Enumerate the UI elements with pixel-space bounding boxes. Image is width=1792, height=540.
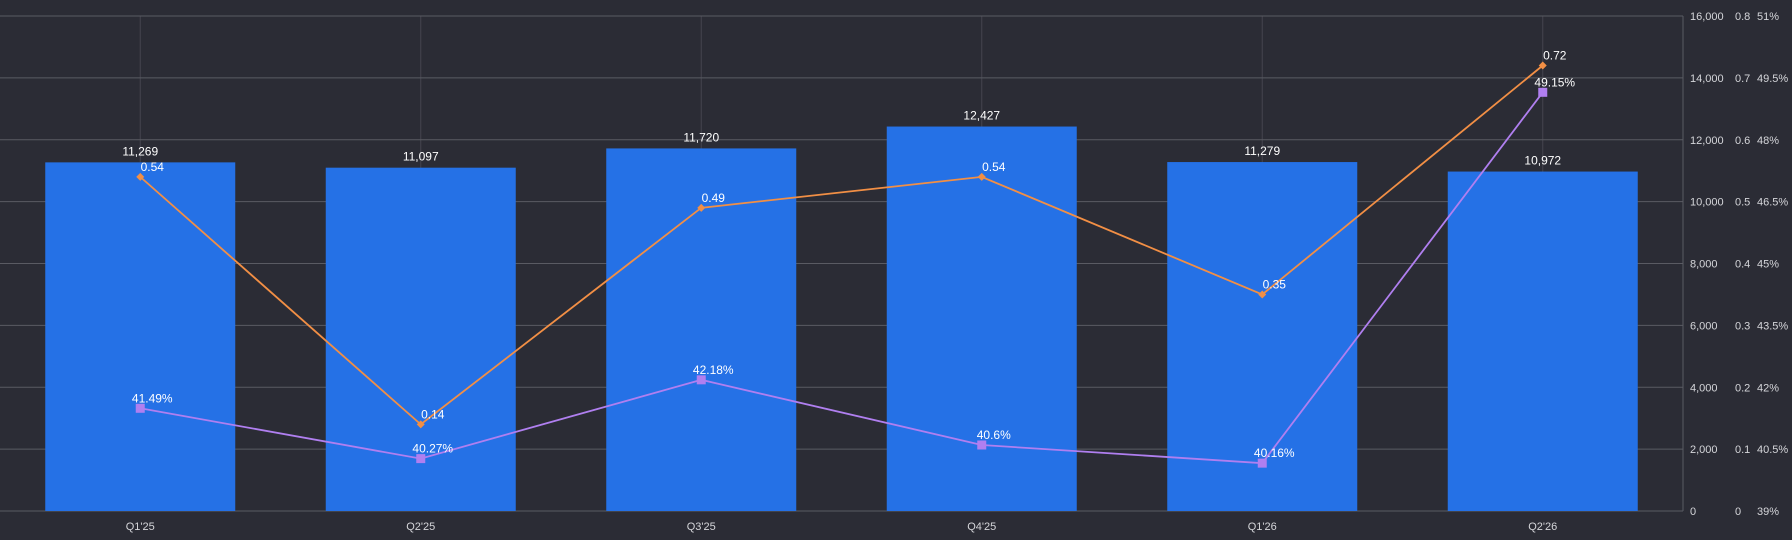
y-tick-label: 0.1 bbox=[1735, 444, 1750, 456]
y-tick-label: 16,000 bbox=[1690, 11, 1724, 23]
y-tick-label: 0.2 bbox=[1735, 382, 1750, 394]
x-tick-label: Q2'25 bbox=[406, 521, 435, 533]
data-label: 40.6% bbox=[977, 428, 1011, 442]
point bbox=[1258, 290, 1267, 299]
data-label: 0.49 bbox=[702, 191, 726, 205]
line-series bbox=[139, 64, 1544, 465]
point bbox=[416, 454, 426, 464]
point bbox=[1538, 87, 1548, 97]
axes: Q1'25 Q2'25 Q3'25 Q4'25 Q1'26 Q2'26 0 2,000 4,00… bbox=[126, 11, 1789, 533]
point bbox=[1538, 61, 1547, 70]
point bbox=[1257, 458, 1267, 468]
line-markers bbox=[135, 61, 1548, 468]
y-tick-label: 6,000 bbox=[1690, 320, 1718, 332]
point bbox=[977, 172, 986, 181]
y-tick-label: 0.8 bbox=[1735, 11, 1750, 23]
x-tick-label: Q1'26 bbox=[1248, 521, 1277, 533]
data-label: 0.54 bbox=[982, 160, 1006, 174]
data-labels: 11,269 11,097 11,720 12,427 11,279 10,972 0.54… bbox=[122, 49, 1575, 461]
x-tick-label: Q2'26 bbox=[1528, 521, 1557, 533]
data-label: 0.14 bbox=[421, 407, 445, 421]
y-tick-label: 0.7 bbox=[1735, 73, 1750, 85]
y-tick-label: 43.5% bbox=[1757, 320, 1788, 332]
y-tick-label: 14,000 bbox=[1690, 73, 1724, 85]
data-label: 12,427 bbox=[963, 109, 1000, 123]
data-label: 0.54 bbox=[141, 160, 165, 174]
data-label: 11,097 bbox=[403, 150, 439, 164]
y-tick-label: 12,000 bbox=[1690, 135, 1724, 147]
y-tick-label: 0.6 bbox=[1735, 135, 1750, 147]
data-label: 40.27% bbox=[412, 442, 453, 456]
y-tick-label: 8,000 bbox=[1690, 259, 1718, 271]
point bbox=[135, 403, 145, 413]
y-tick-label: 2,000 bbox=[1690, 444, 1718, 456]
bar bbox=[1447, 171, 1638, 511]
bar-series bbox=[45, 126, 1638, 512]
y-tick-label: 0 bbox=[1690, 506, 1696, 518]
point bbox=[697, 203, 706, 212]
point bbox=[416, 420, 425, 429]
data-label: 41.49% bbox=[132, 391, 173, 405]
y-tick-label: 0 bbox=[1735, 506, 1741, 518]
series-line bbox=[139, 64, 1544, 426]
y-tick-label: 45% bbox=[1757, 259, 1779, 271]
x-tick-label: Q4'25 bbox=[967, 521, 996, 533]
x-tick-label: Q1'25 bbox=[126, 521, 155, 533]
x-tick-label: Q3'25 bbox=[687, 521, 716, 533]
point bbox=[977, 440, 987, 450]
data-label: 0.72 bbox=[1543, 49, 1567, 63]
point bbox=[136, 172, 145, 181]
point bbox=[696, 375, 706, 385]
data-label: 0.35 bbox=[1263, 277, 1287, 291]
y-tick-label: 0.4 bbox=[1735, 259, 1750, 271]
data-label: 49.15% bbox=[1534, 75, 1575, 89]
y-tick-label: 51% bbox=[1757, 11, 1779, 23]
y-tick-label: 46.5% bbox=[1757, 197, 1788, 209]
y-tick-label: 0.5 bbox=[1735, 197, 1750, 209]
series-line bbox=[140, 91, 1544, 465]
data-label: 11,279 bbox=[1244, 144, 1280, 158]
data-label: 40.16% bbox=[1254, 446, 1295, 460]
bar bbox=[1167, 162, 1358, 511]
data-label: 10,972 bbox=[1524, 154, 1561, 168]
y-tick-label: 0.3 bbox=[1735, 320, 1750, 332]
grid bbox=[0, 15, 1684, 512]
y-tick-label: 49.5% bbox=[1757, 73, 1788, 85]
bar bbox=[325, 167, 516, 511]
data-label: 11,269 bbox=[122, 144, 158, 158]
y-tick-label: 40.5% bbox=[1757, 444, 1788, 456]
y-tick-label: 42% bbox=[1757, 382, 1779, 394]
y-tick-label: 39% bbox=[1757, 506, 1779, 518]
y-tick-label: 48% bbox=[1757, 135, 1779, 147]
data-label: 42.18% bbox=[693, 363, 734, 377]
y-tick-label: 4,000 bbox=[1690, 382, 1718, 394]
data-label: 11,720 bbox=[683, 130, 719, 144]
bar bbox=[45, 162, 236, 512]
y-tick-label: 10,000 bbox=[1690, 197, 1724, 209]
